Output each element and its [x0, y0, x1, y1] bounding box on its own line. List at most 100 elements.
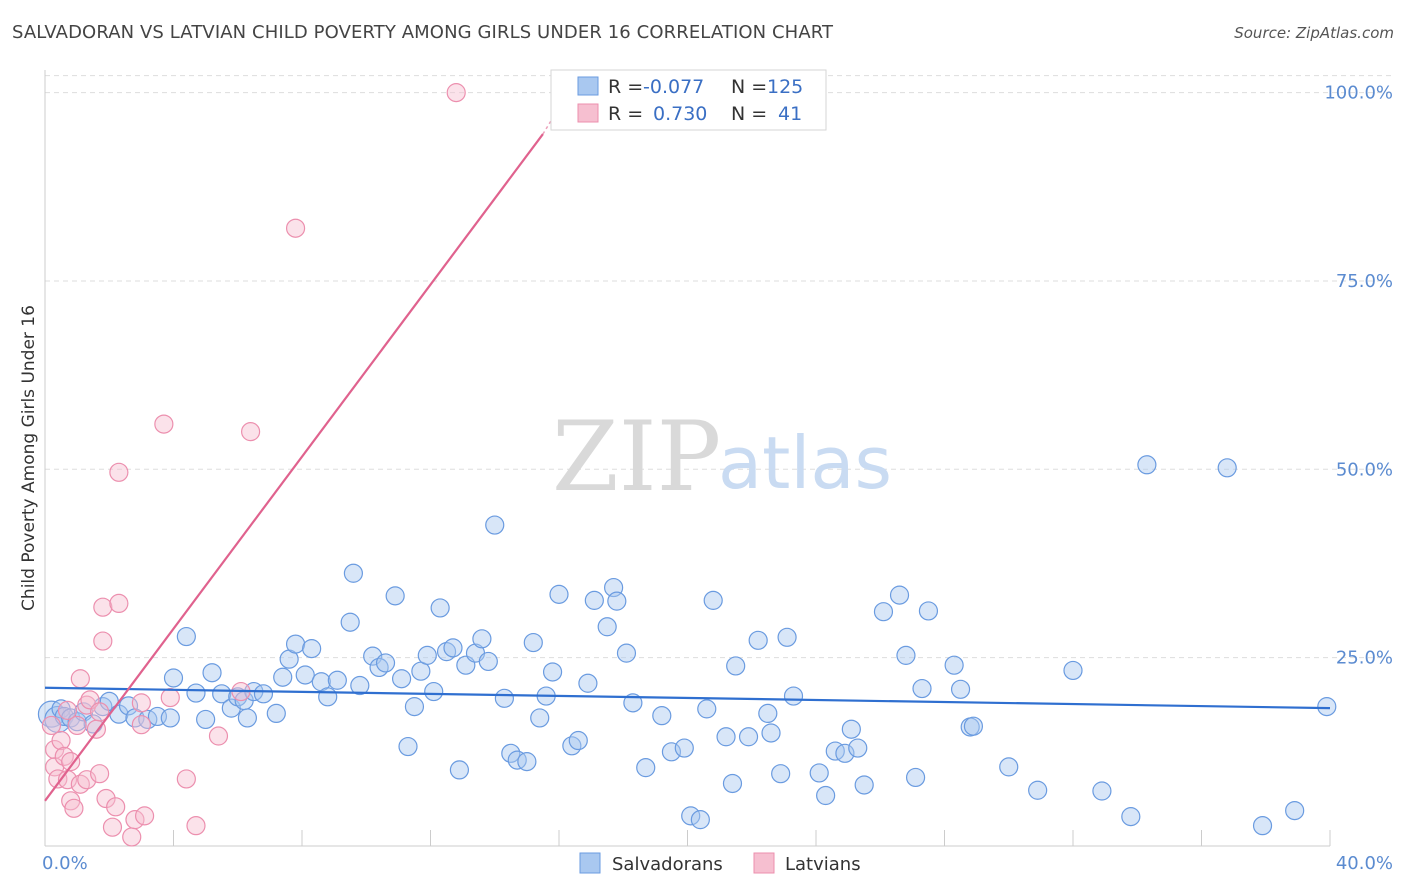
latvian-point-12 — [70, 669, 90, 689]
latvian-point-27 — [125, 810, 145, 830]
latvian-point-26 — [122, 827, 142, 847]
salvadoran-point-53 — [449, 760, 470, 780]
salvadoran-point-119 — [1252, 816, 1273, 836]
salvadoran-point-36 — [327, 670, 347, 690]
salvadoran-point-84 — [703, 590, 723, 610]
legend-n-value-1: 125 — [767, 76, 803, 98]
salvadoran-point-64 — [530, 708, 550, 728]
salvadoran-point-75 — [616, 643, 637, 663]
legend-r-value-1: -0.077 — [643, 76, 704, 98]
legend-n-label-2: N = — [731, 103, 767, 125]
salvadoran-point-96 — [816, 785, 836, 806]
legend-swatch-salvadorans — [577, 76, 599, 96]
source-credit: Source: ZipAtlas.com — [1234, 24, 1394, 42]
salvadoran-point-57 — [478, 651, 498, 672]
salvadoran-point-66 — [542, 662, 563, 682]
x-tick-label-0: 0.0% — [42, 853, 88, 874]
salvadoran-point-100 — [848, 738, 868, 758]
latvian-point-21 — [93, 631, 113, 651]
salvadoran-point-27 — [253, 684, 274, 704]
salvadoran-point-93 — [777, 627, 797, 647]
salvadoran-point-104 — [896, 645, 916, 665]
salvadoran-point-58 — [485, 515, 505, 535]
salvadoran-point-113 — [1028, 780, 1048, 800]
salvadoran-point-31 — [285, 634, 306, 654]
series-label-salvadorans: Salvadorans — [612, 854, 723, 875]
salvadoran-point-90 — [758, 703, 778, 724]
legend-swatch-latvians — [577, 103, 599, 123]
tick-labels: 25.0% 50.0% 75.0% 100.0% 0.0% 40.0% — [42, 83, 1393, 874]
watermark: ZIP atlas — [552, 401, 892, 513]
watermark-zip: ZIP — [552, 401, 721, 513]
latvian-point-3 — [48, 769, 68, 789]
latvian-point-31 — [154, 414, 174, 434]
salvadoran-point-61 — [507, 750, 527, 770]
salvadoran-point-106 — [912, 678, 932, 699]
salvadoran-point-87 — [726, 656, 746, 676]
salvadoran-point-21 — [212, 684, 232, 704]
salvadoran-point-107 — [918, 601, 939, 621]
salvadoran-point-80 — [674, 738, 694, 758]
grid-layer — [45, 75, 1395, 659]
latvian-point-28 — [131, 693, 151, 713]
salvadoran-point-109 — [950, 679, 971, 699]
watermark-atlas: atlas — [718, 421, 892, 505]
salvadoran-point-48 — [417, 645, 437, 665]
latvian-point-11 — [67, 715, 87, 736]
latvian-point-37 — [241, 422, 261, 442]
salvadoran-point-78 — [652, 706, 672, 726]
salvadoran-point-72 — [597, 617, 617, 637]
legend-n-label-1: N = — [731, 76, 767, 98]
salvadoran-point-45 — [398, 736, 418, 757]
y-tick-label-1: 50.0% — [1336, 459, 1393, 480]
salvadoran-point-19 — [196, 709, 216, 730]
salvadoran-point-15 — [160, 708, 180, 728]
salvadoran-point-35 — [318, 687, 338, 707]
latvian-point-35 — [208, 726, 229, 746]
latvian-point-4 — [51, 730, 71, 751]
salvadorans-trend-line — [44, 686, 1331, 710]
x-tick-label-1: 40.0% — [1336, 853, 1393, 874]
salvadoran-point-95 — [809, 763, 829, 783]
salvadoran-point-115 — [1092, 781, 1112, 801]
salvadoran-point-105 — [905, 767, 926, 788]
salvadoran-point-114 — [1063, 660, 1083, 681]
latvian-point-33 — [176, 769, 196, 789]
salvadoran-point-103 — [889, 585, 910, 605]
latvian-point-38 — [285, 218, 306, 238]
salvadoran-point-62 — [517, 752, 537, 772]
salvadoran-point-120 — [1285, 800, 1305, 821]
salvadoran-point-89 — [748, 630, 768, 650]
salvadoran-point-39 — [350, 675, 370, 696]
salvadoran-point-18 — [186, 683, 206, 703]
salvadoran-point-121 — [1317, 697, 1337, 717]
salvadoran-point-82 — [690, 810, 710, 830]
correlation-legend: R = -0.077 N = 125 R = 0.730 N = 41 — [550, 69, 827, 131]
salvadoran-point-59 — [494, 688, 514, 708]
y-tick-label-3: 100.0% — [1324, 83, 1393, 104]
y-tick-label-2: 75.0% — [1336, 271, 1393, 292]
salvadoran-point-37 — [340, 612, 360, 632]
salvadoran-point-71 — [584, 590, 604, 610]
salvadoran-point-116 — [1121, 807, 1141, 827]
salvadoran-point-101 — [854, 775, 874, 795]
salvadoran-point-94 — [783, 686, 804, 706]
latvian-point-30 — [134, 806, 155, 826]
salvadoran-point-56 — [472, 629, 492, 649]
salvadoran-point-43 — [385, 586, 405, 606]
latvian-point-39 — [446, 83, 466, 103]
latvian-point-9 — [61, 752, 81, 772]
salvadoran-point-74 — [607, 591, 627, 611]
latvian-point-5 — [54, 746, 74, 766]
salvadoran-point-28 — [266, 703, 286, 724]
y-axis-label: Child Poverty Among Girls Under 16 — [19, 305, 39, 611]
salvadoran-point-32 — [295, 665, 315, 685]
salvadorans-points — [37, 455, 1337, 836]
salvadoran-point-81 — [681, 806, 701, 826]
salvadoran-point-79 — [661, 742, 682, 762]
salvadoran-point-86 — [722, 773, 743, 794]
y-tick-label-0: 25.0% — [1336, 648, 1393, 669]
salvadoran-point-46 — [404, 697, 425, 717]
salvadoran-point-70 — [578, 673, 598, 693]
